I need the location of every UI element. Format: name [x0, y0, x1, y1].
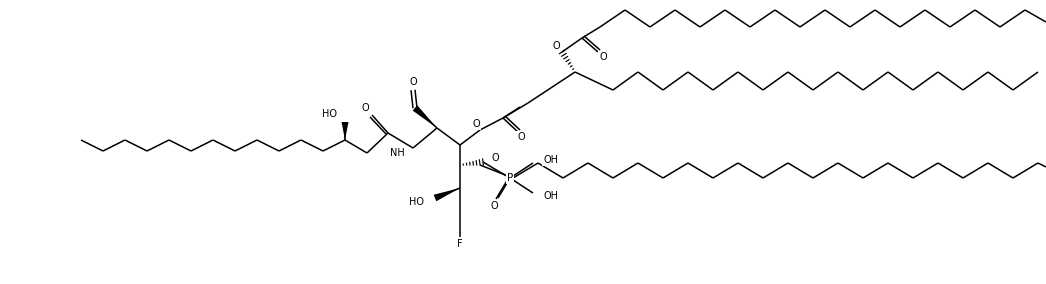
Text: O: O: [517, 132, 525, 142]
Text: OH: OH: [543, 191, 558, 201]
Text: O: O: [472, 119, 480, 129]
Text: O: O: [599, 52, 607, 62]
Text: O: O: [552, 41, 560, 51]
Text: O: O: [491, 153, 499, 163]
Text: OH: OH: [543, 155, 558, 165]
Text: NH: NH: [390, 148, 405, 158]
Text: O: O: [409, 77, 416, 87]
Text: O: O: [491, 201, 498, 211]
Text: HO: HO: [409, 197, 424, 207]
Text: HO: HO: [322, 109, 337, 119]
Polygon shape: [434, 188, 460, 201]
Polygon shape: [412, 105, 437, 128]
Text: O: O: [361, 103, 369, 113]
Text: P: P: [507, 173, 514, 183]
Polygon shape: [341, 122, 348, 140]
Text: F: F: [457, 239, 462, 249]
